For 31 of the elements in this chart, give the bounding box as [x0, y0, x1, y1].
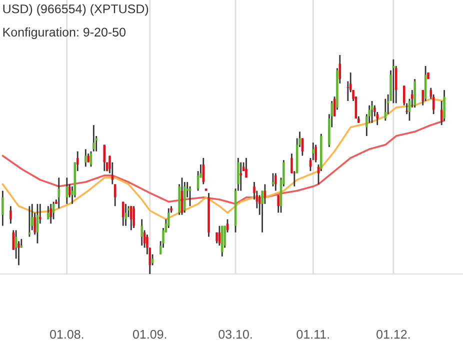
candlestick: [58, 176, 60, 209]
candlestick: [47, 205, 50, 220]
candlestick: [124, 203, 127, 227]
candlestick: [103, 144, 106, 172]
candlestick: [114, 184, 116, 207]
x-tick-label: 01.08.: [50, 330, 84, 339]
x-tick-label: 01.11.: [296, 330, 329, 339]
candlestick: [84, 148, 87, 168]
chart-title: USD) (966554) (XPTUSD): [3, 4, 148, 16]
candlestick: [167, 208, 170, 229]
candlestick: [10, 205, 12, 224]
candlestick: [50, 203, 52, 224]
candlestick: [92, 124, 95, 152]
candlestick: [443, 89, 446, 122]
text: Konfiguration: 9-20-50: [3, 27, 126, 40]
x-tick-label: 01.12.: [376, 330, 410, 339]
candlestick: [274, 172, 277, 192]
candlestick: [314, 144, 317, 164]
candlestick: [240, 162, 242, 192]
x-tick-label: 03.10.: [218, 330, 252, 339]
candlestick: [132, 205, 135, 229]
candlestick: [384, 98, 387, 122]
candlestick: [370, 100, 374, 124]
candlestick: [151, 254, 154, 266]
candlestick: [245, 157, 248, 178]
candlestick: [130, 205, 132, 231]
x-tick-label: 01.09.: [132, 330, 166, 339]
candlestick: [188, 186, 192, 207]
candlestick: [140, 218, 143, 246]
candlestick: [2, 190, 4, 227]
candlestick: [76, 150, 79, 172]
